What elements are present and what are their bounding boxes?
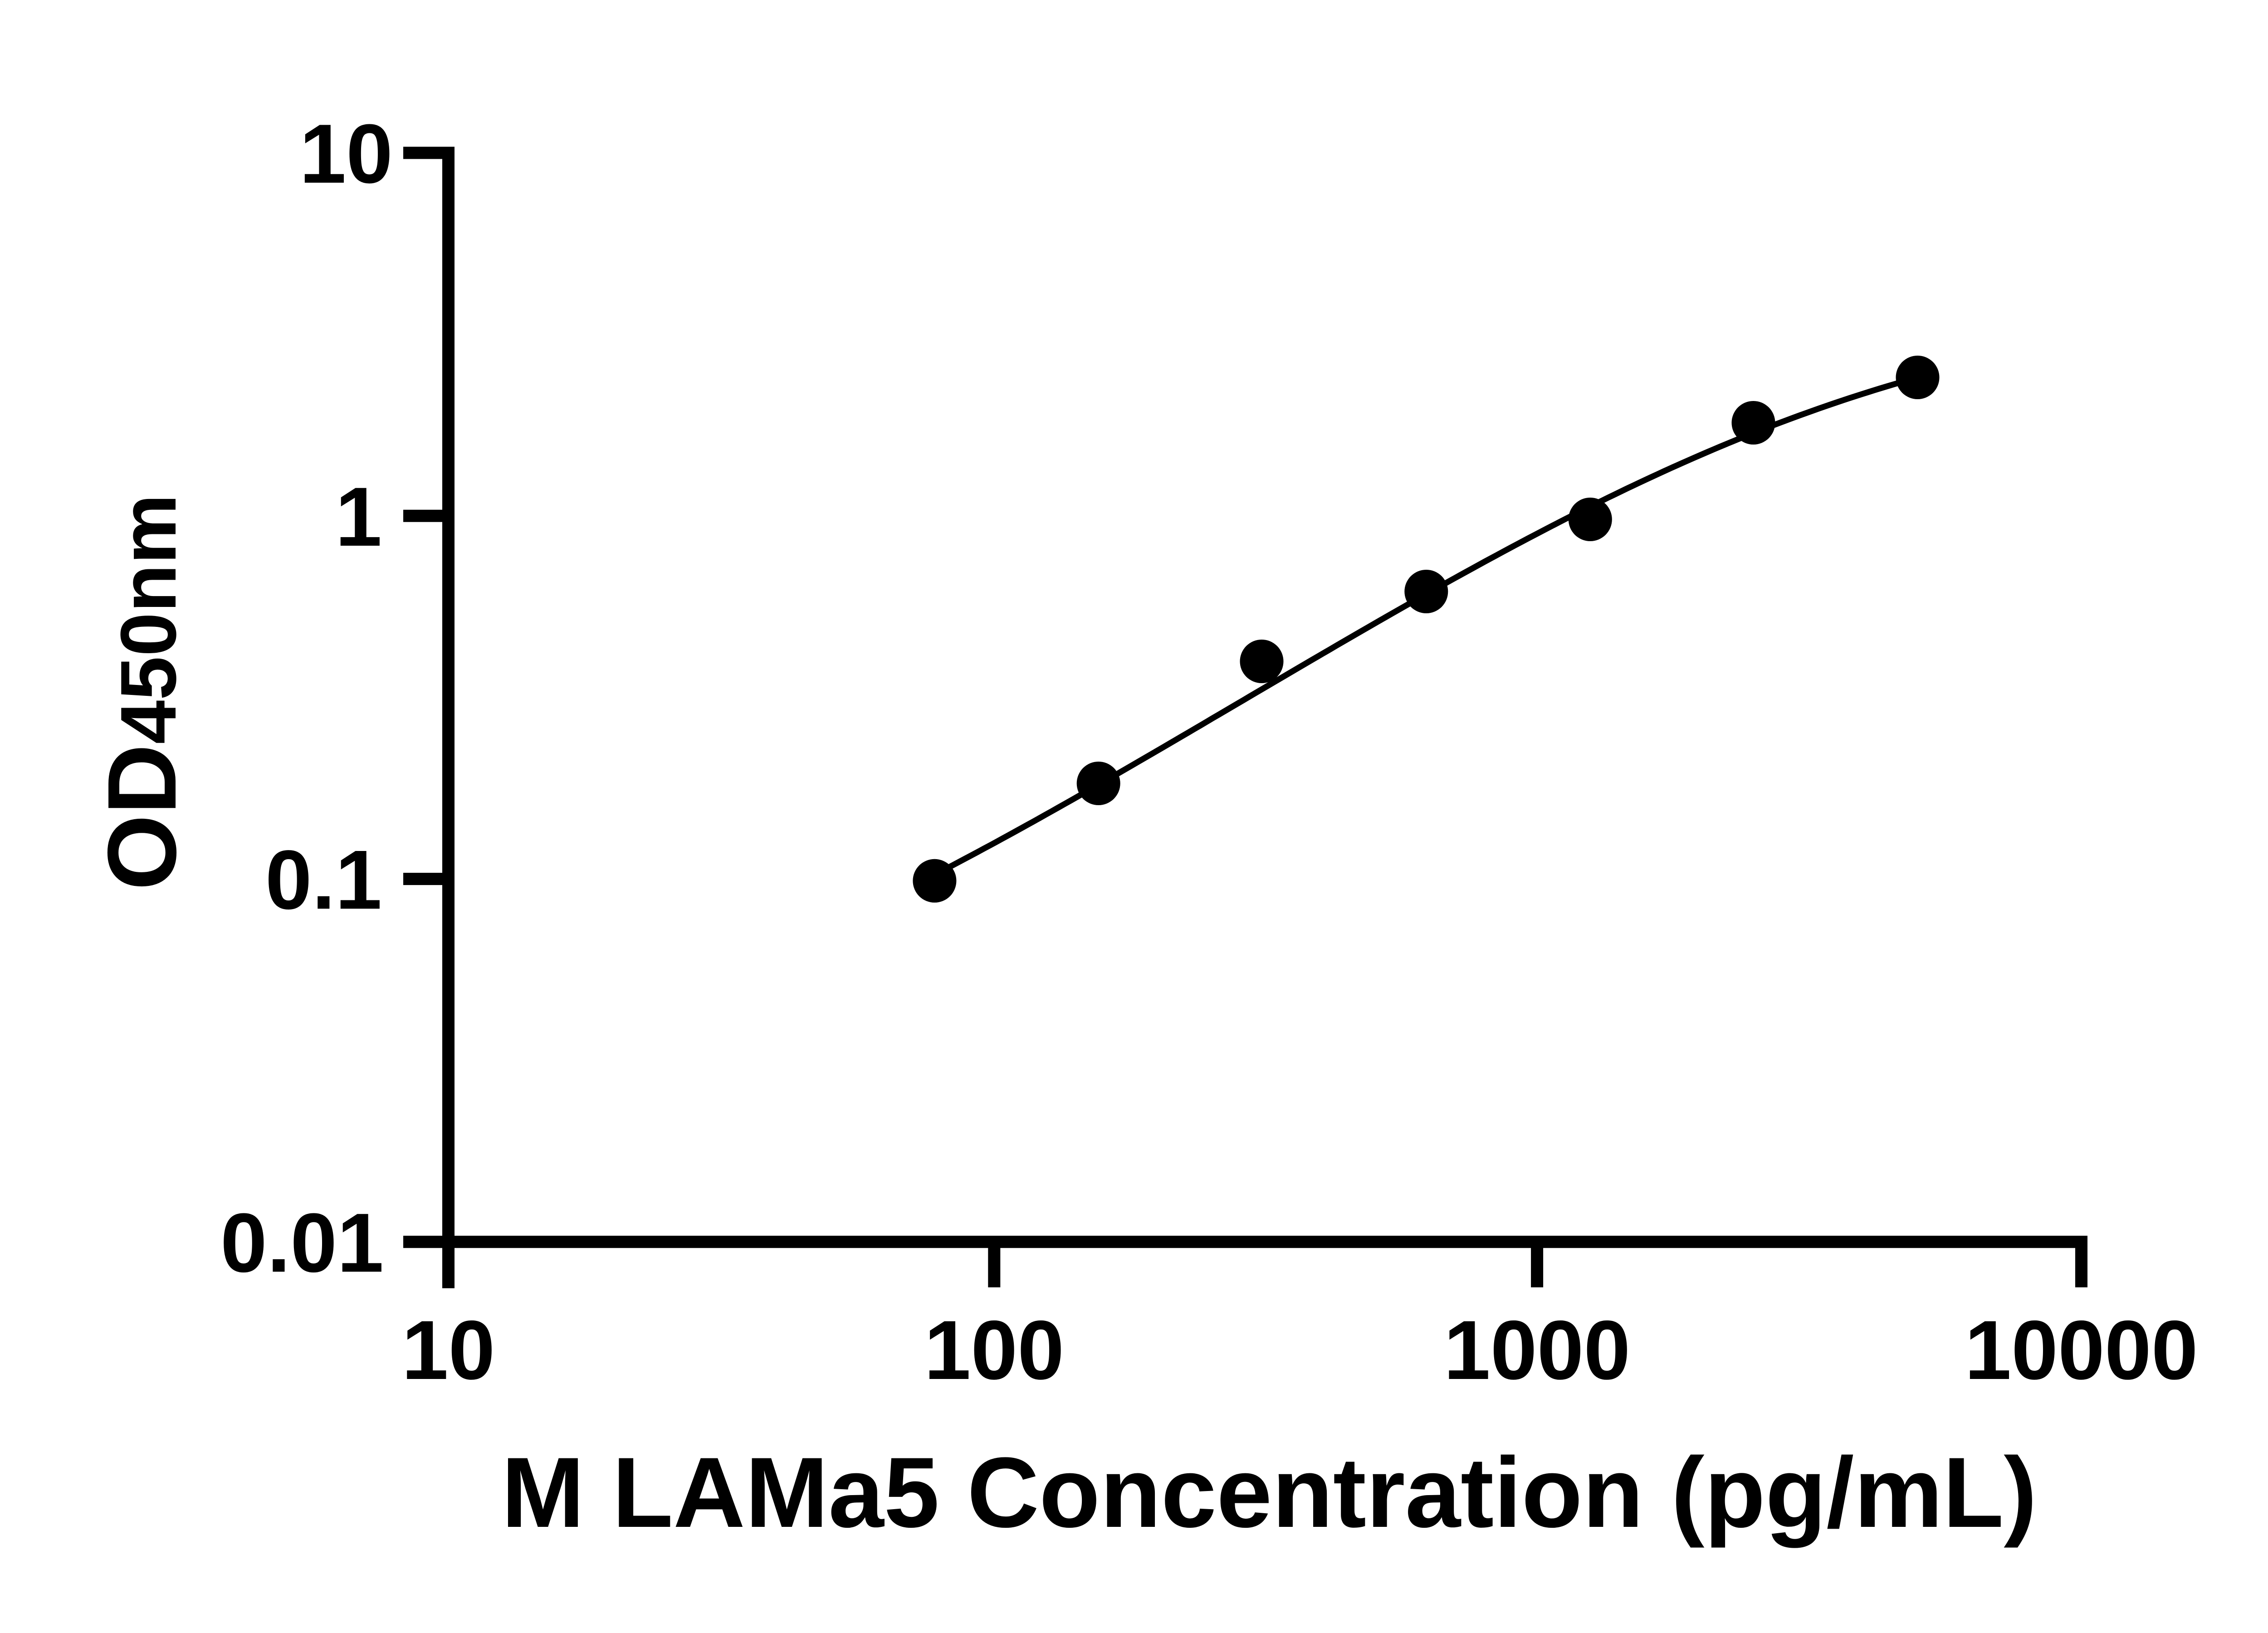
svg-text:100: 100 [924,1304,1064,1397]
svg-text:OD450nm: OD450nm [87,494,196,890]
svg-text:0.01: 0.01 [220,1197,384,1290]
svg-text:10: 10 [299,108,393,201]
svg-text:1000: 1000 [1444,1304,1631,1397]
svg-text:10: 10 [402,1304,495,1397]
svg-text:10000: 10000 [1965,1304,2198,1397]
svg-text:M LAMa5 Concentration (pg/mL): M LAMa5 Concentration (pg/mL) [501,1437,2037,1548]
svg-text:0.1: 0.1 [265,833,382,927]
svg-text:1: 1 [335,470,382,564]
